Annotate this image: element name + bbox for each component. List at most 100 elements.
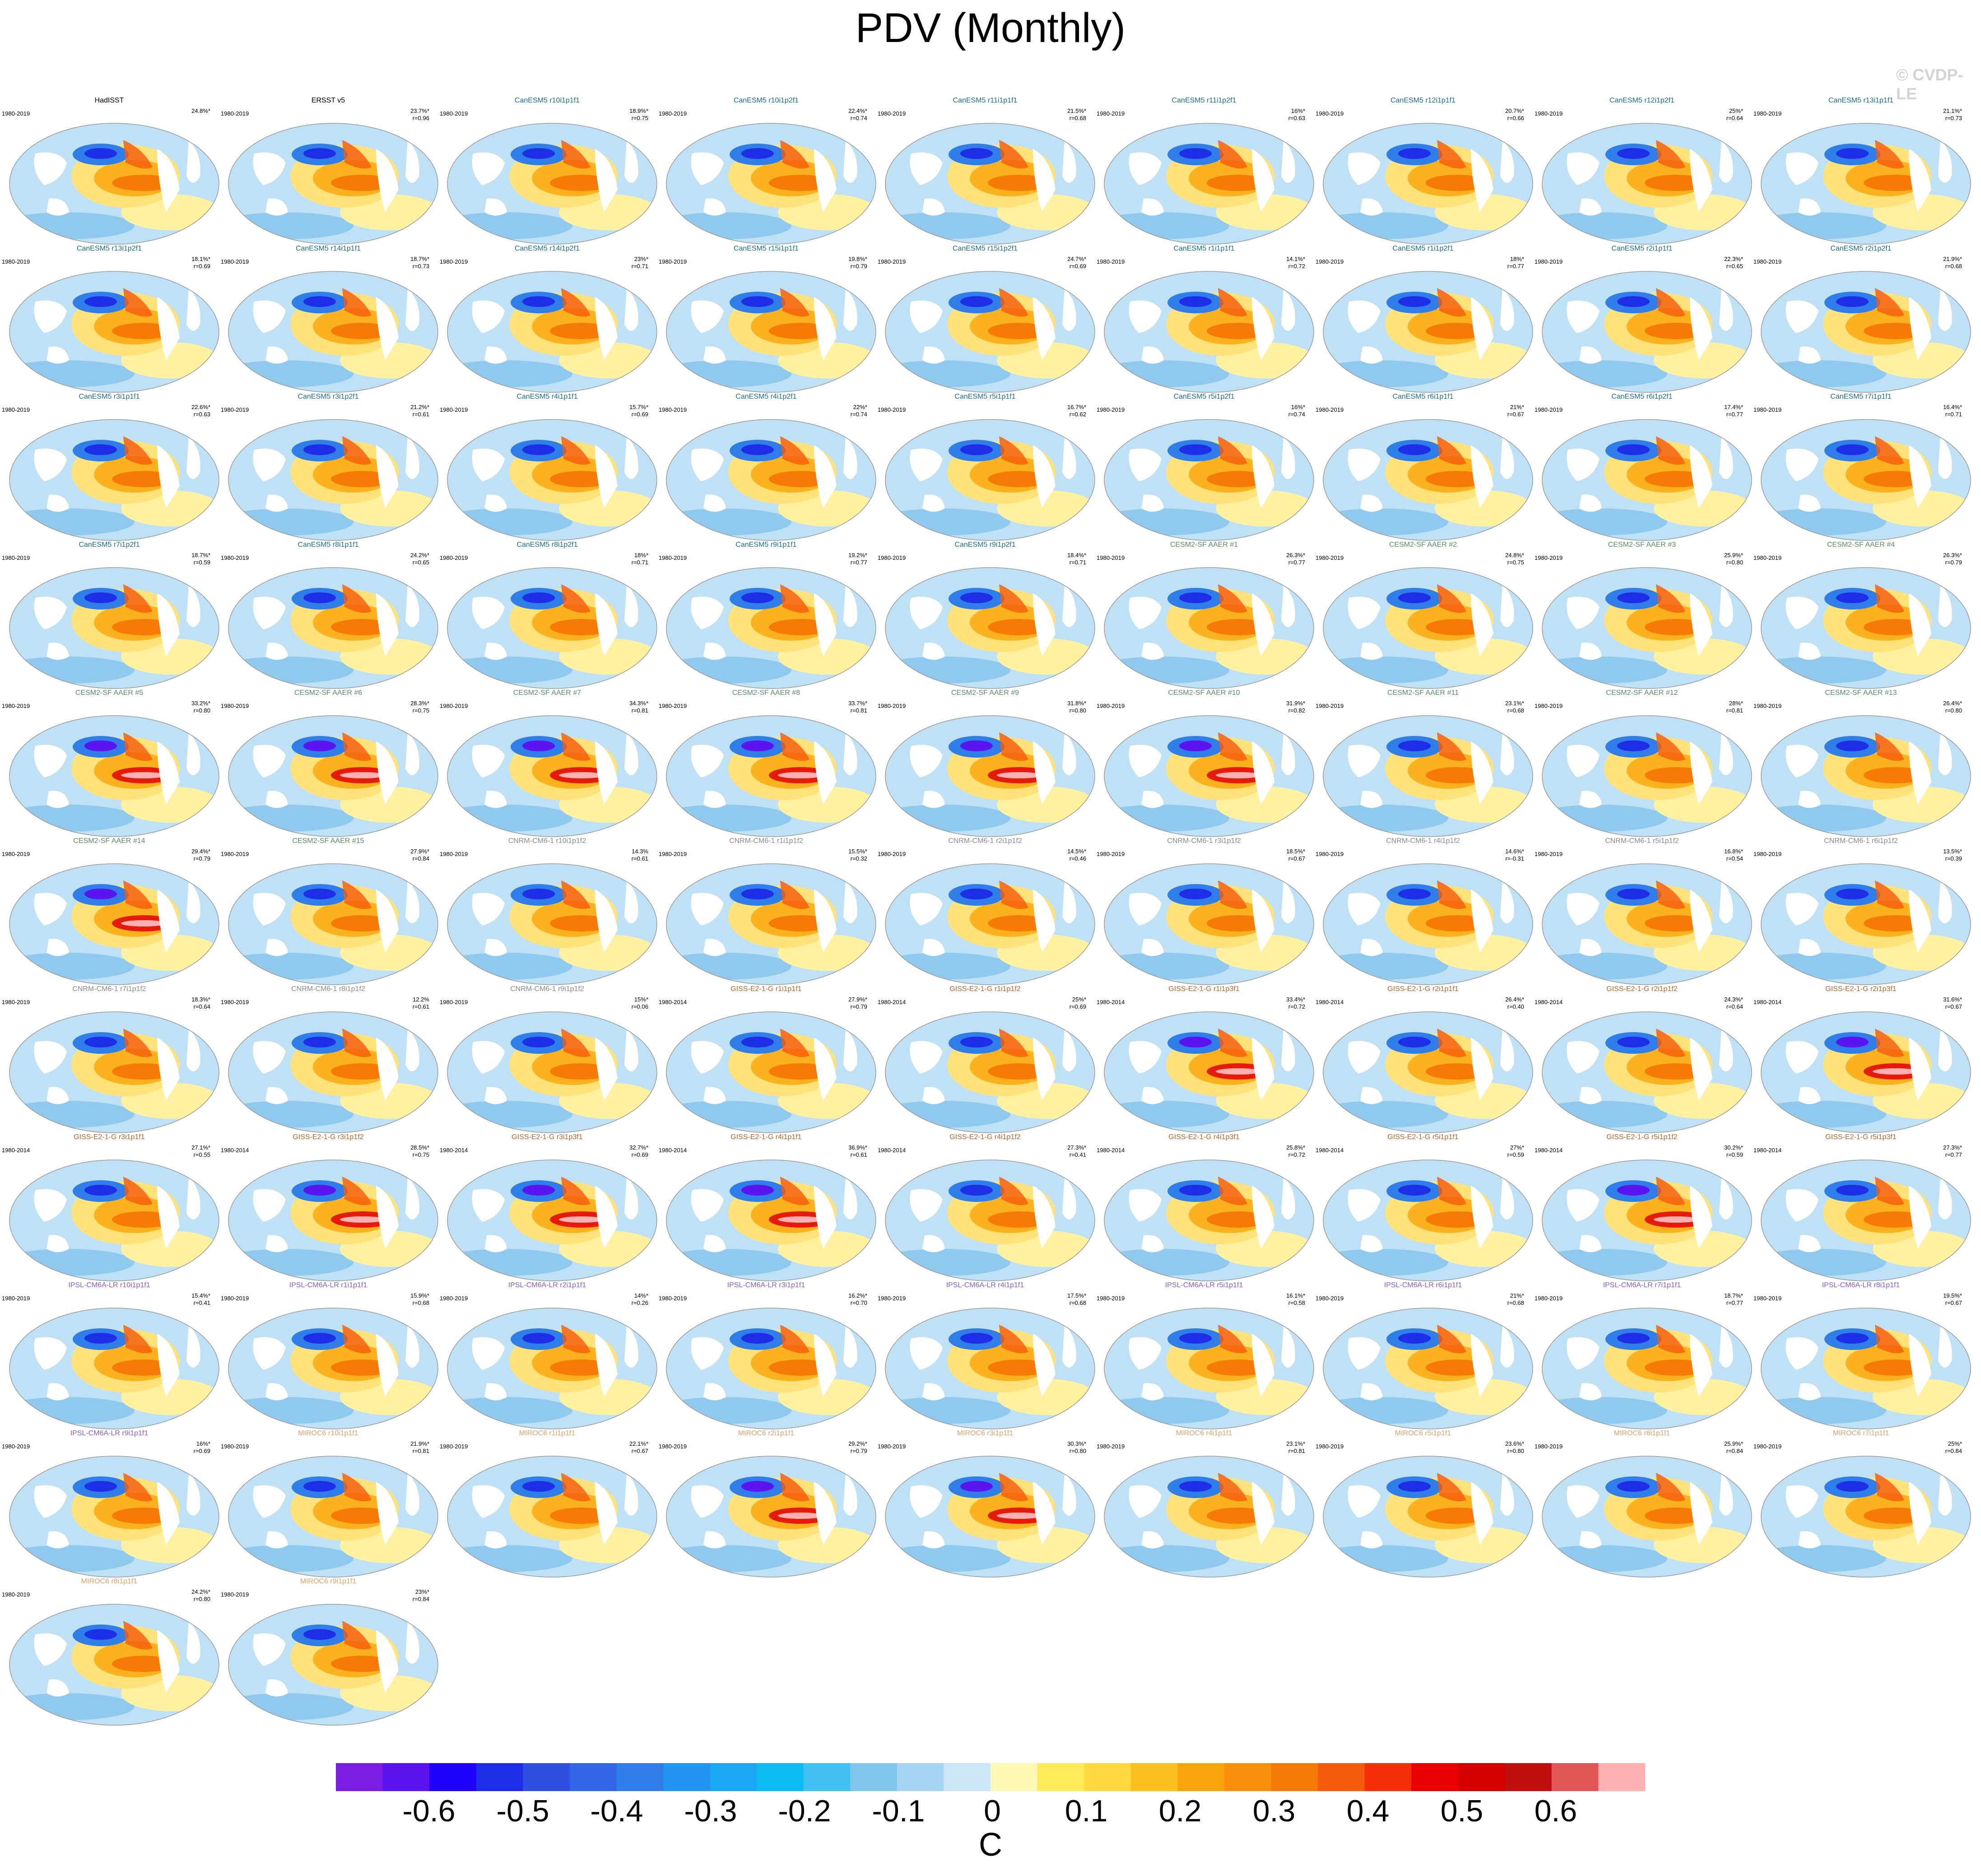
map-panel: CanESM5 r10i1p2f1 1980-2019 22.4%* r=0.74: [657, 95, 876, 248]
panel-correlation: r=0.79: [193, 855, 210, 862]
panel-variance-pct: 18.4%*: [1067, 552, 1086, 559]
map-field: [885, 123, 1095, 245]
colorbar-tick-label: 0.5: [1440, 1794, 1483, 1828]
map-field: [1542, 1308, 1752, 1429]
panel-period: 1980-2019: [221, 554, 249, 561]
map-field: [9, 271, 219, 393]
panel-period: 1980-2019: [221, 703, 249, 709]
panel-title: CanESM5 r8i1p1f1: [298, 541, 359, 549]
map-panel: CanESM5 r10i1p1f1 1980-2019 18.9%* r=0.75: [438, 95, 657, 248]
panel-correlation: r=0.69: [193, 1448, 210, 1454]
panel-title: CanESM5 r12i1p1f1: [1390, 97, 1456, 104]
panel-period: 1980-2019: [2, 999, 30, 1005]
panel-title: CESM2-SF AAER #5: [75, 689, 144, 697]
map-field: [666, 271, 876, 393]
map-field: [666, 1308, 876, 1429]
map-field: [447, 123, 657, 245]
panel-variance-pct: 21.2%*: [410, 404, 429, 410]
map-panel: GISS-E2-1-G r4i1p1f1 1980-2014 36.9%* r=0.6…: [657, 1131, 876, 1285]
panel-variance-pct: 13.5%*: [1943, 848, 1962, 855]
panel-title: IPSL-CM6A-LR r6i1p1f1: [1384, 1281, 1462, 1289]
panel-period: 1980-2019: [1316, 851, 1344, 857]
panel-correlation: r=0.81: [1726, 707, 1743, 714]
watermark: © CVDP-LE: [1896, 65, 1963, 103]
panel-variance-pct: 26.3%*: [1943, 552, 1962, 559]
panel-variance-pct: 34.3%*: [629, 700, 648, 707]
panel-period: 1980-2014: [1753, 1147, 1782, 1154]
map-panel: CESM2-SF AAER #8 1980-2019 33.7%* r=0.81: [657, 687, 876, 841]
map-field: [9, 567, 219, 689]
map-panel: CanESM5 r4i1p2f1 1980-2019 22%* r=0.74: [657, 391, 876, 545]
panel-title: CanESM5 r1i1p1f1: [1173, 245, 1235, 252]
map-field: [1542, 1456, 1752, 1578]
map-panel: CESM2-SF AAER #9 1980-2019 31.8%* r=0.80: [876, 687, 1095, 841]
colorbar-tick-label: 0.2: [1158, 1794, 1202, 1828]
panel-period: 1980-2019: [221, 999, 249, 1005]
map-panel: CanESM5 r12i1p2f1 1980-2019 25%* r=0.64: [1533, 95, 1752, 248]
map-panel: CNRM-CM6-1 r6i1p1f2 1980-2019 13.5%* r=0.39: [1752, 835, 1971, 989]
map-panel: CNRM-CM6-1 r9i1p1f2 1980-2019 15%* r=0.06: [438, 983, 657, 1137]
map-field: [228, 419, 438, 541]
map-field: [885, 1456, 1095, 1578]
panel-period: 1980-2019: [659, 258, 687, 265]
panel-title: CNRM-CM6-1 r3i1p1f2: [1167, 837, 1241, 845]
map-field: [9, 419, 219, 541]
map-panel: GISS-E2-1-G r5i1p1f2 1980-2014 30.2%* r=0.5…: [1533, 1131, 1752, 1285]
map-field: [447, 715, 657, 837]
panel-variance-pct: 16.7%*: [1067, 404, 1086, 410]
panel-title: MIROC6 r9i1p1f1: [300, 1578, 357, 1585]
panel-correlation: r=0.61: [850, 1151, 867, 1158]
panel-correlation: r=0.80: [1069, 707, 1086, 714]
panel-period: 1980-2019: [659, 851, 687, 857]
panel-variance-pct: 31.6%*: [1943, 996, 1962, 1003]
panel-variance-pct: 22.1%*: [629, 1440, 648, 1447]
map-panel-grid: HadISST 1980-2019 24.8%* ERSST v5 1980-2019 2…: [0, 95, 1971, 1726]
panel-variance-pct: 14%*: [634, 1292, 648, 1299]
map-field: [1104, 715, 1314, 837]
panel-period: 1980-2019: [659, 1295, 687, 1302]
colorbar-tick-label: -0.4: [590, 1794, 643, 1828]
panel-variance-pct: 29.2%*: [848, 1440, 867, 1447]
map-field: [1323, 1159, 1533, 1281]
map-field: [1761, 271, 1971, 393]
panel-correlation: r=0.79: [850, 263, 867, 270]
panel-correlation: r=0.75: [412, 707, 429, 714]
map-field: [666, 715, 876, 837]
panel-variance-pct: 26.4%*: [1943, 700, 1962, 707]
panel-title: CESM2-SF AAER #3: [1608, 541, 1676, 549]
panel-title: GISS-E2-1-G r1i1p1f1: [730, 985, 802, 993]
map-panel: GISS-E2-1-G r1i1p1f2 1980-2014 25%* r=0.69: [876, 983, 1095, 1137]
map-field: [447, 1011, 657, 1133]
map-panel: GISS-E2-1-G r2i1p3f1 1980-2014 31.6%* r=0.6…: [1752, 983, 1971, 1137]
panel-title: MIROC6 r8i1p1f1: [81, 1578, 138, 1585]
panel-variance-pct: 16.4%*: [1943, 404, 1962, 410]
panel-variance-pct: 27.3%*: [1943, 1144, 1962, 1151]
map-panel: CanESM5 r2i1p2f1 1980-2019 21.9%* r=0.68: [1752, 243, 1971, 396]
panel-period: 1980-2019: [1535, 1443, 1563, 1450]
panel-correlation: r=0.69: [631, 411, 648, 418]
panel-variance-pct: 18%*: [634, 552, 648, 559]
panel-period: 1980-2019: [2, 1443, 30, 1450]
panel-period: 1980-2019: [878, 1443, 906, 1450]
map-panel: CNRM-CM6-1 r10i1p1f2 1980-2019 14.3% r=0.61: [438, 835, 657, 989]
panel-title: MIROC6 r10i1p1f1: [298, 1429, 358, 1437]
map-panel: MIROC6 r4i1p1f1 1980-2019 23.1%* r=0.81: [1095, 1428, 1314, 1581]
colorbar-swatch: [1411, 1763, 1459, 1791]
panel-period: 1980-2019: [1535, 1295, 1563, 1302]
panel-correlation: r=0.72: [1288, 1003, 1305, 1010]
panel-period: 1980-2014: [1316, 999, 1344, 1005]
panel-period: 1980-2019: [659, 110, 687, 117]
map-field: [1104, 1159, 1314, 1281]
panel-variance-pct: 23%*: [634, 256, 648, 262]
panel-title: GISS-E2-1-G r3i1p3f1: [512, 1133, 583, 1141]
map-field: [1761, 1456, 1971, 1578]
panel-variance-pct: 30.3%*: [1067, 1440, 1086, 1447]
map-field: [9, 1456, 219, 1578]
map-panel: CNRM-CM6-1 r4i1p1f2 1980-2019 14.6%* r=-0.3…: [1314, 835, 1533, 989]
panel-correlation: r=0.41: [193, 1299, 210, 1306]
panel-variance-pct: 25%*: [1729, 107, 1743, 114]
panel-variance-pct: 21.5%*: [1067, 107, 1086, 114]
panel-variance-pct: 27.9%*: [848, 996, 867, 1003]
map-panel: IPSL-CM6A-LR r2i1p1f1 1980-2019 14%* r=0.26: [438, 1280, 657, 1433]
map-panel: CESM2-SF AAER #5 1980-2019 33.2%* r=0.80: [0, 687, 219, 841]
